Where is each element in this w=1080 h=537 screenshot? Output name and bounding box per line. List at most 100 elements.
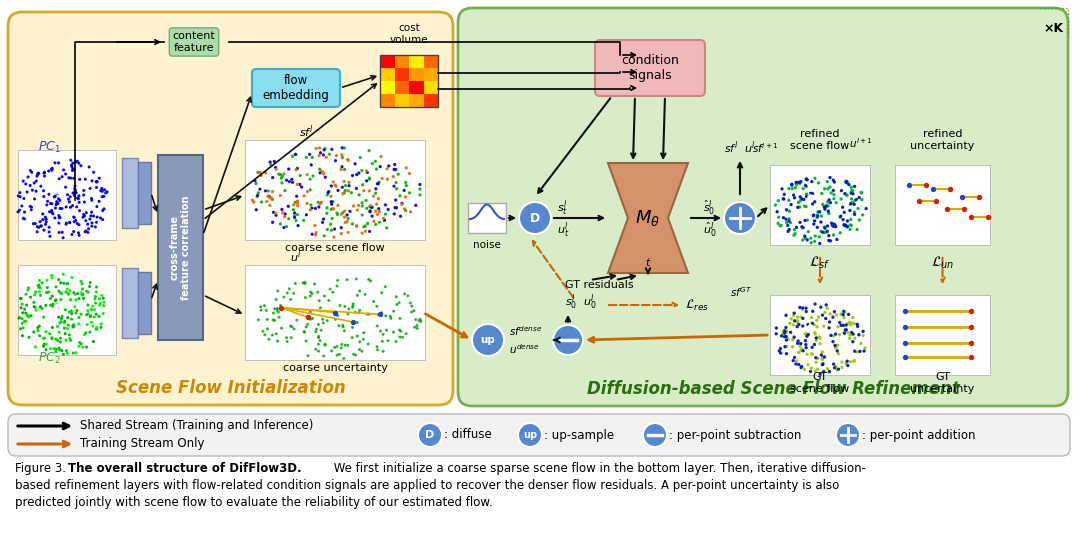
Point (821, 195, 838, 204)
Point (796, 365, 813, 374)
Point (278, 176, 295, 185)
Point (786, 229, 804, 238)
Bar (409, 94, 423, 107)
Point (806, 328, 823, 337)
Point (797, 330, 814, 338)
Point (84, 302, 102, 310)
Point (16, 215, 33, 223)
Point (325, 233, 342, 242)
Point (94, 215, 111, 224)
Point (315, 231, 333, 240)
Point (838, 191, 855, 200)
Point (377, 210, 394, 219)
Point (268, 211, 285, 220)
Point (67, 295, 84, 304)
Point (313, 198, 330, 207)
Point (254, 327, 271, 336)
Point (340, 186, 357, 195)
Bar (409, 68, 423, 81)
Text: $t$: $t$ (645, 256, 651, 268)
Point (896, 339, 914, 347)
Point (778, 336, 795, 344)
Point (337, 341, 354, 350)
Point (368, 302, 386, 310)
Point (806, 198, 823, 206)
Point (85, 337, 103, 346)
Point (276, 186, 294, 195)
Point (781, 216, 798, 225)
Point (327, 315, 345, 324)
Point (357, 166, 375, 175)
Point (261, 158, 279, 166)
Point (42, 301, 59, 309)
Point (807, 353, 824, 362)
Point (962, 307, 980, 315)
Point (33, 279, 51, 287)
Point (330, 322, 348, 330)
Text: content
feature: content feature (173, 31, 215, 53)
Point (70, 159, 87, 168)
Point (298, 211, 315, 219)
Bar (380, 55, 438, 107)
Point (62, 336, 79, 345)
Point (256, 301, 273, 310)
Point (41, 329, 58, 338)
Point (837, 359, 854, 368)
Point (810, 332, 827, 341)
Point (829, 323, 847, 331)
Point (77, 329, 94, 337)
Point (827, 343, 845, 352)
Point (783, 184, 800, 193)
Point (94, 206, 111, 215)
Point (804, 189, 821, 198)
Point (264, 218, 281, 227)
Point (58, 280, 76, 288)
Point (35, 334, 52, 343)
Point (793, 194, 810, 203)
Point (334, 321, 351, 330)
Point (778, 218, 795, 227)
Point (771, 347, 788, 355)
Point (75, 294, 92, 303)
Point (352, 153, 369, 162)
Point (787, 360, 805, 368)
Point (315, 215, 333, 223)
Point (326, 308, 343, 317)
Point (278, 333, 295, 342)
Point (815, 203, 833, 212)
Point (839, 222, 856, 231)
Text: $PC_2$: $PC_2$ (38, 351, 60, 366)
Point (826, 341, 843, 350)
Point (814, 359, 832, 368)
Point (774, 328, 792, 336)
Point (392, 327, 409, 336)
Point (82, 311, 99, 320)
Point (406, 323, 423, 331)
Point (51, 196, 68, 205)
Point (76, 191, 93, 199)
Point (319, 316, 336, 325)
Point (43, 166, 60, 175)
Point (72, 277, 90, 286)
Point (773, 185, 791, 193)
Point (27, 306, 44, 315)
Point (798, 183, 815, 191)
Point (259, 315, 276, 324)
Point (282, 295, 299, 304)
Point (334, 208, 351, 217)
Point (78, 310, 95, 319)
Text: coarse uncertainty: coarse uncertainty (283, 363, 388, 373)
Point (83, 219, 100, 227)
Point (822, 331, 839, 339)
Bar (138, 272, 151, 334)
Point (19, 286, 37, 294)
Point (52, 346, 69, 354)
Point (854, 211, 872, 219)
Point (11, 188, 28, 197)
Point (845, 337, 862, 346)
Point (303, 314, 321, 323)
Point (18, 311, 36, 320)
Point (63, 295, 80, 304)
Point (818, 201, 835, 209)
Point (801, 193, 819, 201)
